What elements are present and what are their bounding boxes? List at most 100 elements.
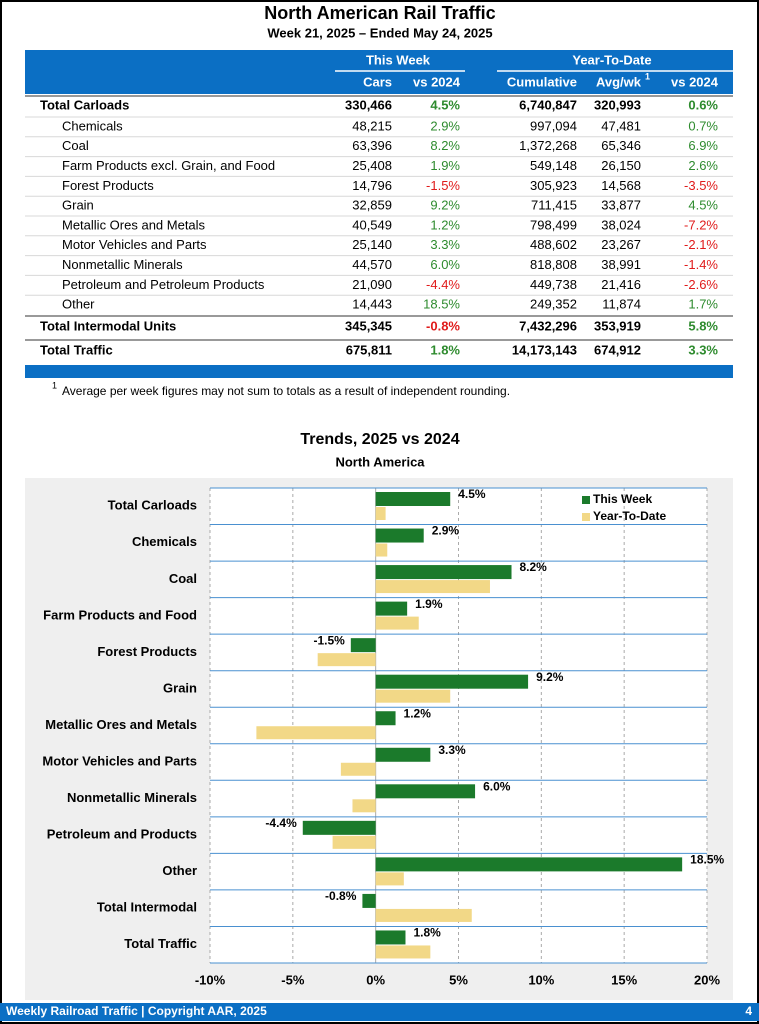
chart-title: Trends, 2025 vs 2024 (300, 431, 459, 448)
table-cell: 14,796 (352, 178, 392, 193)
data-label: 1.9% (415, 597, 443, 611)
table-cell: 21,416 (601, 277, 641, 292)
y-tick-label: Nonmetallic Minerals (67, 790, 197, 805)
table-cell: 23,267 (601, 237, 641, 252)
row-label: Other (62, 297, 95, 312)
row-label: Grain (62, 198, 94, 213)
table-cell: 345,345 (345, 318, 392, 333)
bar (375, 528, 424, 543)
y-tick-label: Motor Vehicles and Parts (42, 753, 197, 768)
table-cell: 798,499 (530, 217, 577, 232)
table-cell: 44,570 (352, 257, 392, 272)
bar (375, 930, 406, 945)
table-cell: 14,173,143 (512, 342, 577, 357)
table-cell: 549,148 (530, 158, 577, 173)
bar (375, 565, 512, 580)
table-cell: 330,466 (345, 97, 392, 112)
row-label: Nonmetallic Minerals (62, 257, 183, 272)
row-label: Forest Products (62, 178, 154, 193)
table-cell: -4.4% (426, 277, 460, 292)
data-label: 2.9% (432, 524, 460, 538)
table-cell: 11,874 (602, 297, 641, 312)
table-cell: 1,372,268 (519, 138, 577, 153)
bar (375, 908, 472, 922)
table-bottom-band (25, 365, 733, 378)
bar (375, 689, 451, 703)
row-label: Chemicals (62, 118, 123, 133)
table-cell: 675,811 (346, 342, 392, 357)
table-cell: 21,090 (352, 277, 392, 292)
bar (375, 711, 396, 726)
bar (375, 507, 386, 520)
group-header: Year-To-Date (572, 52, 651, 67)
bar (256, 726, 376, 740)
x-tick-label: 5% (449, 972, 468, 987)
bar (375, 601, 408, 616)
column-note-marker: 1 (645, 71, 650, 81)
table-cell: 818,808 (530, 257, 577, 272)
y-tick-label: Forest Products (97, 644, 197, 659)
table-cell: 488,602 (530, 237, 577, 252)
bar (352, 799, 376, 813)
y-tick-label: Total Carloads (108, 498, 197, 513)
column-header: vs 2024 (671, 74, 719, 89)
bar (340, 762, 376, 776)
table-cell: 4.5% (430, 97, 460, 112)
row-label: Total Traffic (40, 342, 113, 357)
row-label: Total Intermodal Units (40, 318, 176, 333)
data-label: -0.8% (325, 889, 357, 903)
data-label: 18.5% (690, 853, 724, 867)
row-label: Farm Products excl. Grain, and Food (62, 158, 275, 173)
bar (375, 784, 476, 799)
bar (375, 492, 451, 506)
y-tick-label: Petroleum and Products (47, 827, 197, 842)
data-label: 1.2% (404, 706, 432, 720)
table-cell: 38,024 (601, 217, 641, 232)
legend-swatch (582, 496, 590, 504)
x-tick-label: 20% (694, 972, 720, 987)
y-tick-label: Total Traffic (124, 936, 197, 951)
table-cell: 65,346 (601, 138, 641, 153)
table-cell: 3.3% (688, 342, 718, 357)
bar (375, 872, 404, 886)
footer-band (0, 1003, 759, 1021)
row-label: Coal (62, 138, 89, 153)
data-label: 8.2% (520, 560, 548, 574)
table-cell: 353,919 (594, 318, 641, 333)
table-cell: 26,150 (601, 158, 641, 173)
table-cell: -2.1% (684, 237, 718, 252)
table-cell: 2.6% (688, 158, 718, 173)
table-cell: 3.3% (430, 237, 460, 252)
data-label: 9.2% (536, 670, 564, 684)
bar (332, 835, 376, 849)
table-cell: -1.5% (426, 178, 460, 193)
bar (350, 638, 376, 653)
legend-label: This Week (593, 492, 652, 506)
bar (375, 543, 388, 557)
table-cell: 997,094 (530, 118, 577, 133)
table-cell: 6.9% (688, 138, 718, 153)
x-tick-label: 10% (528, 972, 554, 987)
table-cell: -1.4% (684, 257, 718, 272)
legend-label: Year-To-Date (593, 509, 666, 523)
row-label: Metallic Ores and Metals (62, 217, 206, 232)
y-tick-label: Total Intermodal (97, 900, 197, 915)
table-cell: 2.9% (430, 118, 460, 133)
table-cell: 25,408 (352, 158, 392, 173)
y-tick-label: Grain (163, 680, 197, 695)
bar (375, 674, 529, 689)
table-cell: 4.5% (688, 198, 718, 213)
table-cell: 63,396 (352, 138, 392, 153)
table-cell: 674,912 (594, 342, 641, 357)
table-cell: -3.5% (684, 178, 718, 193)
table-cell: 320,993 (594, 97, 641, 112)
data-label: 1.8% (413, 926, 441, 940)
table-cell: 6.0% (430, 257, 460, 272)
table-cell: 0.6% (688, 97, 718, 112)
table-cell: 38,991 (601, 257, 641, 272)
x-tick-label: -5% (281, 972, 305, 987)
table-cell: 5.8% (688, 318, 718, 333)
table-cell: 32,859 (352, 198, 392, 213)
